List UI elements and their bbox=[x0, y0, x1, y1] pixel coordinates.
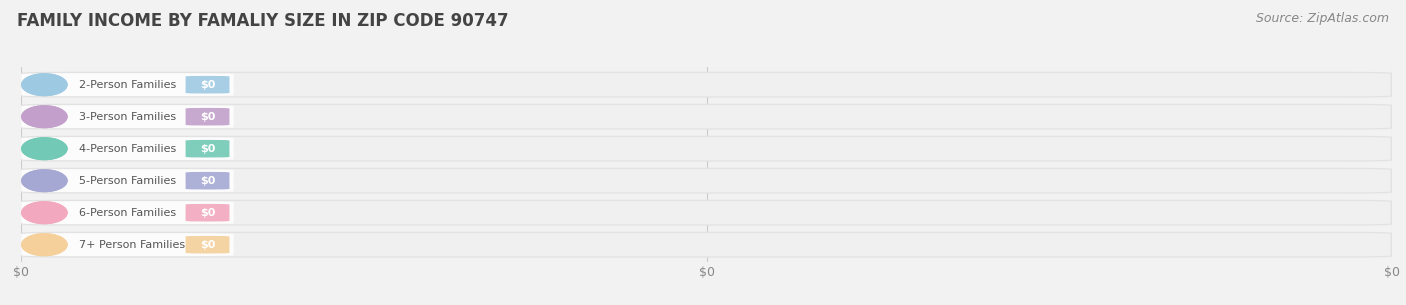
FancyBboxPatch shape bbox=[21, 105, 233, 128]
FancyBboxPatch shape bbox=[21, 136, 1392, 162]
Text: $0: $0 bbox=[200, 176, 215, 186]
Text: $0: $0 bbox=[200, 208, 215, 218]
FancyBboxPatch shape bbox=[22, 105, 1391, 128]
FancyBboxPatch shape bbox=[22, 233, 1391, 257]
Text: 7+ Person Families: 7+ Person Families bbox=[79, 240, 184, 250]
FancyBboxPatch shape bbox=[21, 168, 1392, 194]
FancyBboxPatch shape bbox=[21, 233, 233, 256]
Ellipse shape bbox=[21, 233, 67, 256]
Text: $0: $0 bbox=[200, 144, 215, 154]
Text: 2-Person Families: 2-Person Families bbox=[79, 80, 176, 90]
Text: $0: $0 bbox=[200, 80, 215, 90]
Text: 5-Person Families: 5-Person Families bbox=[79, 176, 176, 186]
Ellipse shape bbox=[21, 73, 67, 96]
Ellipse shape bbox=[21, 105, 67, 128]
FancyBboxPatch shape bbox=[186, 204, 229, 221]
FancyBboxPatch shape bbox=[22, 201, 1391, 224]
FancyBboxPatch shape bbox=[186, 172, 229, 189]
Ellipse shape bbox=[21, 105, 67, 128]
Ellipse shape bbox=[21, 73, 67, 96]
FancyBboxPatch shape bbox=[21, 169, 233, 192]
FancyBboxPatch shape bbox=[186, 140, 229, 157]
Ellipse shape bbox=[21, 169, 67, 192]
Ellipse shape bbox=[21, 233, 67, 256]
FancyBboxPatch shape bbox=[21, 137, 233, 160]
FancyBboxPatch shape bbox=[21, 73, 233, 96]
Text: $0: $0 bbox=[200, 240, 215, 250]
Ellipse shape bbox=[21, 201, 67, 224]
Text: Source: ZipAtlas.com: Source: ZipAtlas.com bbox=[1256, 12, 1389, 25]
Ellipse shape bbox=[21, 169, 67, 192]
Text: 3-Person Families: 3-Person Families bbox=[79, 112, 176, 122]
FancyBboxPatch shape bbox=[21, 72, 1392, 98]
Ellipse shape bbox=[21, 137, 67, 160]
FancyBboxPatch shape bbox=[22, 137, 1391, 160]
FancyBboxPatch shape bbox=[186, 236, 229, 253]
Ellipse shape bbox=[21, 137, 67, 160]
Ellipse shape bbox=[21, 201, 67, 224]
FancyBboxPatch shape bbox=[22, 73, 1391, 96]
FancyBboxPatch shape bbox=[186, 108, 229, 125]
FancyBboxPatch shape bbox=[186, 76, 229, 94]
FancyBboxPatch shape bbox=[21, 232, 1392, 258]
Text: 4-Person Families: 4-Person Families bbox=[79, 144, 176, 154]
FancyBboxPatch shape bbox=[22, 169, 1391, 192]
FancyBboxPatch shape bbox=[21, 200, 1392, 226]
FancyBboxPatch shape bbox=[21, 201, 233, 224]
Text: $0: $0 bbox=[200, 112, 215, 122]
Text: FAMILY INCOME BY FAMALIY SIZE IN ZIP CODE 90747: FAMILY INCOME BY FAMALIY SIZE IN ZIP COD… bbox=[17, 12, 509, 30]
FancyBboxPatch shape bbox=[21, 104, 1392, 130]
Text: 6-Person Families: 6-Person Families bbox=[79, 208, 176, 218]
